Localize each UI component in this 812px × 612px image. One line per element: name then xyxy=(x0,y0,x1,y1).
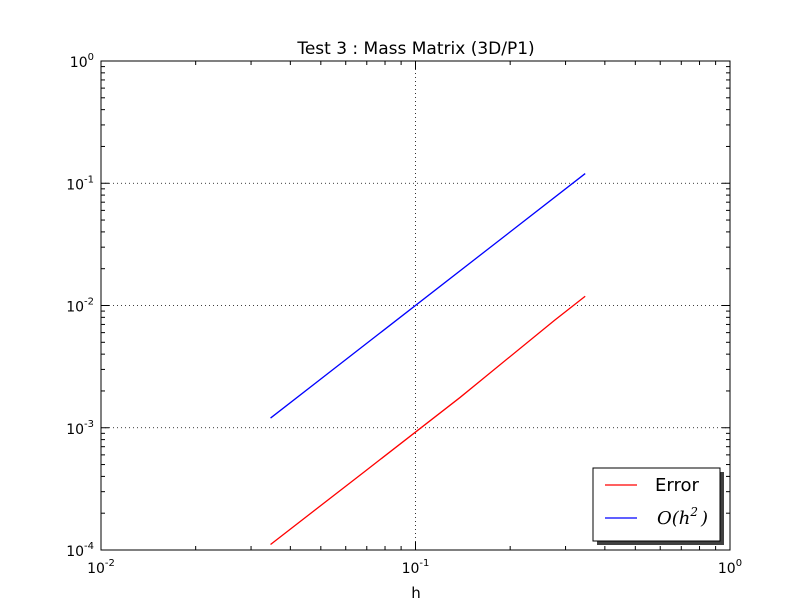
legend-label-error: Error xyxy=(655,475,699,496)
y-tick-label: 10-4 xyxy=(66,541,94,560)
legend-label-oh2-sup: 2 xyxy=(689,505,698,519)
legend-box xyxy=(592,467,721,542)
y-tick-label: 10-1 xyxy=(66,174,94,193)
x-tick-label: 10-1 xyxy=(402,558,430,577)
legend-label-oh2: O(h2) xyxy=(657,505,708,529)
legend: Error O(h2) xyxy=(592,467,724,545)
chart-title: Test 3 : Mass Matrix (3D/P1) xyxy=(296,39,534,59)
x-tick-label: 10-2 xyxy=(87,558,115,577)
tick-layer xyxy=(100,60,731,551)
y-tick-label: 10-3 xyxy=(66,419,94,438)
series-layer xyxy=(270,173,586,545)
series-line-oh2 xyxy=(270,173,586,419)
series-line-error xyxy=(270,295,586,545)
legend-label-oh2-tail: ) xyxy=(700,508,708,529)
x-axis-label: h xyxy=(411,584,421,602)
y-tick-label: 100 xyxy=(70,52,94,71)
y-tick-label: 10-2 xyxy=(66,297,94,316)
legend-label-oh2-main: O(h xyxy=(657,508,690,529)
x-tick-label: 100 xyxy=(718,558,742,577)
label-layer: 10-2 10-1 100 10-4 10-3 10-2 10-1 100 xyxy=(66,52,742,577)
